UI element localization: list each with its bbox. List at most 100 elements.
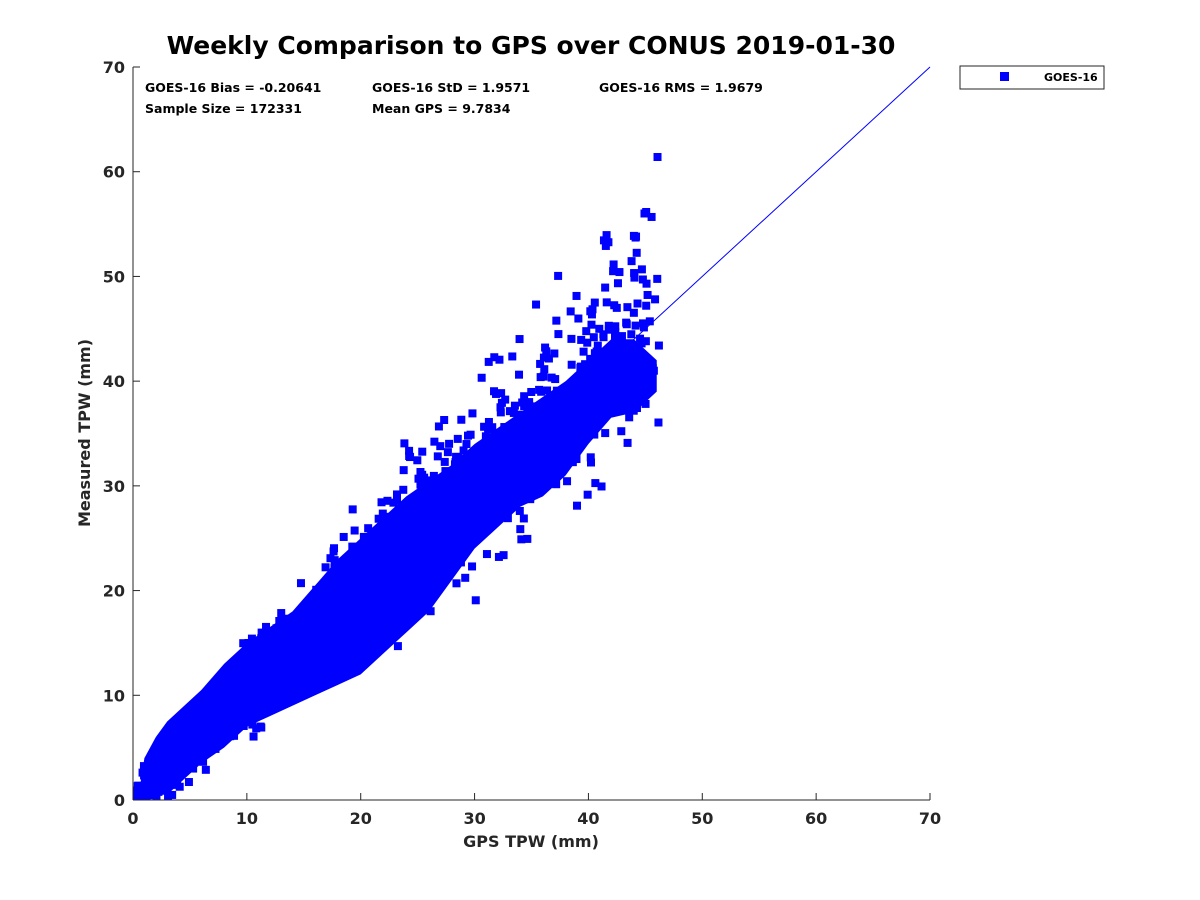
scatter-point [583, 490, 592, 499]
scatter-point [184, 754, 193, 763]
scatter-point [653, 274, 662, 283]
scatter-point [572, 291, 581, 300]
scatter-point [229, 675, 238, 684]
scatter-point [339, 641, 348, 650]
scatter-point [340, 573, 349, 582]
scatter-point [382, 624, 391, 633]
scatter-point [177, 725, 186, 734]
scatter-point [534, 431, 543, 440]
scatter-point [260, 635, 269, 644]
scatter-point [550, 432, 559, 441]
scatter-point [355, 613, 364, 622]
scatter-point [434, 422, 443, 431]
scatter-point [286, 674, 295, 683]
scatter-point [630, 273, 639, 282]
scatter-point [599, 385, 608, 394]
scatter-point [477, 499, 486, 508]
scatter-point [588, 305, 597, 314]
scatter-point [639, 319, 648, 328]
scatter-point [392, 490, 401, 499]
scatter-point [355, 543, 364, 552]
scatter-point [488, 461, 497, 470]
scatter-point [509, 408, 518, 417]
scatter-point [416, 587, 425, 596]
scatter-point [567, 360, 576, 369]
scatter-point [374, 514, 383, 523]
scatter-point [630, 269, 639, 278]
x-ticks: 0 10 20 30 40 50 60 70 [127, 793, 941, 828]
scatter-point [566, 307, 575, 316]
scatter-point [152, 792, 161, 800]
scatter-point [517, 535, 526, 544]
scatter-point [183, 761, 192, 770]
scatter-point [376, 603, 385, 612]
scatter-point [456, 558, 465, 567]
scatter-point [542, 347, 551, 356]
scatter-point [255, 664, 264, 673]
scatter-point [475, 481, 484, 490]
scatter-point [609, 267, 618, 276]
scatter-point [227, 722, 236, 731]
scatter-point [304, 659, 313, 668]
scatter-point [341, 634, 350, 643]
scatter-point [140, 770, 149, 779]
scatter-point [593, 341, 602, 350]
scatter-point [552, 316, 561, 325]
scatter-point [594, 364, 603, 373]
scatter-point [313, 674, 322, 683]
scatter-point [418, 447, 427, 456]
scatter-point [163, 747, 172, 756]
scatter-point [604, 325, 613, 334]
scatter-point [609, 260, 618, 269]
scatter-point [175, 764, 184, 773]
scatter-point [296, 579, 305, 588]
scatter-point [611, 322, 620, 331]
scatter-point [269, 670, 278, 679]
scatter-point [630, 368, 639, 377]
scatter-point [209, 694, 218, 703]
scatter-point [591, 479, 600, 488]
scatter-point [560, 412, 569, 421]
scatter-point [160, 743, 169, 752]
scatter-point [328, 635, 337, 644]
scatter-point [239, 639, 248, 648]
scatter-point [468, 531, 477, 540]
scatter-point [336, 593, 345, 602]
scatter-point [382, 561, 391, 570]
scatter-point [238, 678, 247, 687]
y-tick-label: 40 [103, 372, 125, 391]
scatter-point [302, 668, 311, 677]
scatter-point [236, 668, 245, 677]
x-tick-label: 70 [919, 809, 941, 828]
scatter-point [392, 592, 401, 601]
scatter-point [576, 363, 585, 372]
x-tick-label: 60 [805, 809, 827, 828]
scatter-point [314, 623, 323, 632]
scatter-point [406, 503, 415, 512]
y-ticks: 0 10 20 30 40 50 60 70 [103, 58, 140, 810]
scatter-point [167, 742, 176, 751]
scatter-point [168, 790, 177, 799]
scatter-point [324, 598, 333, 607]
scatter-point [242, 698, 251, 707]
scatter-point [490, 353, 499, 362]
scatter-point [629, 406, 638, 415]
scatter-point [637, 353, 646, 362]
scatter-point [611, 328, 620, 337]
scatter-point [236, 693, 245, 702]
scatter-point [518, 398, 527, 407]
scatter-point [648, 364, 657, 373]
legend: GOES-16 [959, 65, 1105, 90]
scatter-point [471, 596, 480, 605]
scatter-point [589, 333, 598, 342]
scatter-point [477, 506, 486, 515]
scatter-point [272, 658, 281, 667]
scatter-point [377, 498, 386, 507]
scatter-point [494, 552, 503, 561]
scatter-point [288, 684, 297, 693]
scatter-point [171, 742, 180, 751]
scatter-point [457, 415, 466, 424]
scatter-point [638, 275, 647, 284]
scatter-point [452, 452, 461, 461]
scatter-point [236, 715, 245, 724]
